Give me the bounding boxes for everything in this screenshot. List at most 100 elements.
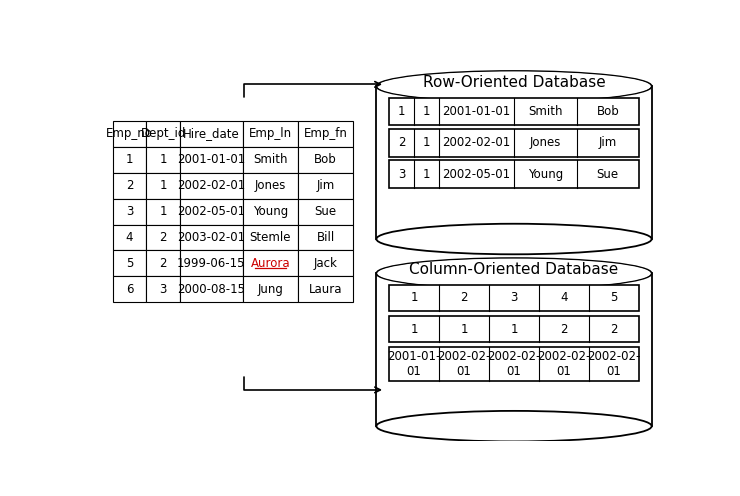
- Bar: [112, 198, 147, 225]
- Text: Jim: Jim: [599, 136, 617, 149]
- Bar: [147, 147, 180, 173]
- Text: Emp_ln: Emp_ln: [249, 127, 292, 140]
- Text: Young: Young: [528, 168, 563, 181]
- Bar: [389, 160, 639, 188]
- Text: Smith: Smith: [253, 153, 288, 166]
- Bar: [180, 225, 243, 250]
- Bar: [298, 173, 354, 198]
- Bar: [377, 86, 652, 239]
- Bar: [243, 225, 298, 250]
- Text: 1: 1: [159, 153, 167, 166]
- Bar: [389, 98, 639, 125]
- Bar: [298, 198, 354, 225]
- Text: 2: 2: [610, 323, 618, 336]
- Text: 3: 3: [398, 168, 406, 181]
- Text: Jones: Jones: [530, 136, 561, 149]
- Text: Young: Young: [253, 205, 288, 218]
- Text: 2002-02-01: 2002-02-01: [443, 136, 511, 149]
- Text: Jones: Jones: [255, 179, 286, 192]
- Text: 2002-02-
01: 2002-02- 01: [537, 350, 591, 378]
- Text: Column-Oriented Database: Column-Oriented Database: [409, 262, 619, 277]
- Text: 1: 1: [423, 105, 430, 118]
- Text: Bill: Bill: [317, 231, 335, 244]
- Bar: [147, 198, 180, 225]
- Text: Laura: Laura: [309, 283, 343, 296]
- Text: 2: 2: [126, 179, 133, 192]
- Text: Jung: Jung: [258, 283, 283, 296]
- Text: Aurora: Aurora: [251, 257, 290, 270]
- Text: 2001-01-
01: 2001-01- 01: [387, 350, 441, 378]
- Text: 2: 2: [398, 136, 406, 149]
- Text: Sue: Sue: [596, 168, 619, 181]
- Text: 1: 1: [159, 179, 167, 192]
- Bar: [243, 276, 298, 303]
- Bar: [112, 121, 147, 147]
- Bar: [147, 225, 180, 250]
- Ellipse shape: [377, 71, 650, 101]
- Bar: [243, 147, 298, 173]
- Text: 1: 1: [410, 291, 418, 305]
- Bar: [243, 121, 298, 147]
- Bar: [147, 276, 180, 303]
- Bar: [112, 225, 147, 250]
- Text: 2: 2: [460, 291, 468, 305]
- Text: 2: 2: [159, 257, 167, 270]
- Bar: [180, 250, 243, 276]
- Text: 1: 1: [423, 168, 430, 181]
- Bar: [180, 198, 243, 225]
- Bar: [180, 173, 243, 198]
- Text: 2002-02-
01: 2002-02- 01: [437, 350, 491, 378]
- Ellipse shape: [377, 224, 652, 254]
- Bar: [112, 173, 147, 198]
- Text: Bob: Bob: [314, 153, 337, 166]
- Text: 3: 3: [159, 283, 166, 296]
- Ellipse shape: [377, 71, 652, 102]
- Text: 1: 1: [159, 205, 167, 218]
- Text: 1: 1: [126, 153, 133, 166]
- Text: 2001-01-01: 2001-01-01: [177, 153, 246, 166]
- Ellipse shape: [377, 411, 652, 441]
- Text: 2002-02-01: 2002-02-01: [177, 179, 246, 192]
- Text: 2002-02-
01: 2002-02- 01: [588, 350, 641, 378]
- Text: Jim: Jim: [317, 179, 335, 192]
- Bar: [377, 273, 652, 426]
- Text: 2001-01-01: 2001-01-01: [443, 105, 511, 118]
- Bar: [112, 147, 147, 173]
- Text: Sue: Sue: [314, 205, 337, 218]
- Bar: [298, 250, 354, 276]
- Text: Row-Oriented Database: Row-Oriented Database: [423, 75, 605, 90]
- Bar: [298, 276, 354, 303]
- Text: 1999-06-15: 1999-06-15: [177, 257, 246, 270]
- Text: 4: 4: [126, 231, 133, 244]
- Text: 3: 3: [126, 205, 133, 218]
- Bar: [112, 276, 147, 303]
- Text: 2002-02-
01: 2002-02- 01: [488, 350, 541, 378]
- Text: 2: 2: [159, 231, 167, 244]
- Bar: [147, 121, 180, 147]
- Text: 1: 1: [460, 323, 468, 336]
- Text: 1: 1: [398, 105, 406, 118]
- Text: Stemle: Stemle: [249, 231, 291, 244]
- Text: 6: 6: [126, 283, 133, 296]
- Bar: [298, 121, 354, 147]
- Text: Smith: Smith: [528, 105, 562, 118]
- Text: 5: 5: [126, 257, 133, 270]
- Text: Jack: Jack: [314, 257, 337, 270]
- Bar: [389, 348, 639, 381]
- Text: 1: 1: [410, 323, 418, 336]
- Bar: [180, 147, 243, 173]
- Text: 2002-05-01: 2002-05-01: [443, 168, 511, 181]
- Bar: [112, 250, 147, 276]
- Bar: [389, 129, 639, 157]
- Bar: [180, 276, 243, 303]
- Text: 2002-05-01: 2002-05-01: [178, 205, 246, 218]
- Text: 2000-08-15: 2000-08-15: [178, 283, 246, 296]
- Text: Dept_id: Dept_id: [141, 127, 186, 140]
- Text: Emp_fn: Emp_fn: [304, 127, 348, 140]
- Bar: [147, 173, 180, 198]
- Text: 1: 1: [423, 136, 430, 149]
- Text: 1: 1: [511, 323, 518, 336]
- Text: Emp_no: Emp_no: [106, 127, 153, 140]
- Text: 2003-02-01: 2003-02-01: [178, 231, 246, 244]
- Bar: [389, 285, 639, 311]
